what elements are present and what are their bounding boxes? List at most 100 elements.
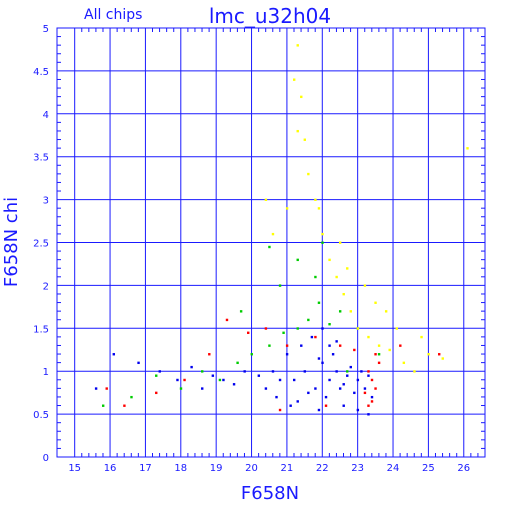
data-point <box>292 378 296 382</box>
data-point <box>395 327 398 330</box>
data-point <box>243 370 246 373</box>
data-point <box>101 404 105 407</box>
data-point <box>374 387 377 390</box>
data-point <box>292 78 296 81</box>
data-point <box>264 198 268 201</box>
x-tick-label: 17 <box>139 463 152 474</box>
data-point <box>321 241 324 244</box>
data-point <box>296 129 299 133</box>
data-point <box>324 395 328 399</box>
data-point <box>303 370 307 373</box>
data-point <box>338 241 342 244</box>
data-point <box>314 335 317 339</box>
data-point <box>250 353 253 356</box>
data-point <box>296 400 299 403</box>
x-tick-labels: 15 16 17 18 19 20 21 22 23 24 25 26 <box>68 463 470 474</box>
data-point <box>321 361 324 365</box>
data-point <box>377 361 381 365</box>
data-point <box>317 408 321 412</box>
data-point <box>321 232 324 236</box>
x-tick-label: 25 <box>422 463 435 474</box>
data-point <box>363 284 367 287</box>
y-tick-labels: 0 0.5 1 1.5 2 2.5 3 3.5 4 4.5 5 <box>33 24 49 464</box>
data-point <box>296 258 299 262</box>
data-point <box>338 387 342 390</box>
data-point <box>179 387 183 390</box>
data-point <box>303 138 307 141</box>
x-tick-label: 24 <box>387 463 400 474</box>
chart-subtitle: All chips <box>84 7 142 23</box>
data-point <box>356 327 360 330</box>
data-point <box>211 374 215 377</box>
data-point <box>367 404 370 407</box>
data-point <box>367 413 370 416</box>
data-point <box>363 391 367 395</box>
data-point <box>314 275 317 279</box>
data-point <box>222 378 225 382</box>
data-point <box>289 404 292 407</box>
data-point <box>342 404 345 407</box>
data-point <box>271 370 275 373</box>
data-point <box>271 232 275 236</box>
data-point <box>208 353 211 356</box>
chart-title: lmc_u32h04 <box>209 4 331 28</box>
x-tick-label: 16 <box>104 463 117 474</box>
data-point <box>201 370 204 373</box>
data-point <box>335 275 338 279</box>
data-point <box>137 361 140 365</box>
data-point <box>353 348 356 352</box>
data-point <box>328 258 331 262</box>
data-point <box>264 387 268 390</box>
y-tick-label: 4.5 <box>33 67 49 78</box>
data-point <box>296 44 299 47</box>
data-point <box>349 310 352 313</box>
data-point <box>335 340 338 343</box>
data-point <box>282 331 285 334</box>
plot-frame <box>56 27 486 458</box>
y-tick-label: 3 <box>43 196 49 207</box>
data-point <box>335 370 338 373</box>
data-point <box>232 383 236 386</box>
data-point <box>331 353 335 356</box>
data-point <box>278 378 282 382</box>
y-tick-label: 0 <box>43 453 49 464</box>
x-tick-label: 21 <box>281 463 294 474</box>
data-point <box>370 400 374 403</box>
data-point <box>105 387 108 390</box>
data-point <box>264 327 268 330</box>
data-point <box>342 292 345 296</box>
data-point <box>374 353 377 356</box>
data-point <box>438 353 441 356</box>
data-point <box>466 147 469 150</box>
data-point <box>278 284 282 287</box>
x-tick-label: 23 <box>351 463 364 474</box>
x-axis-label: F658N <box>241 483 299 504</box>
data-point <box>353 391 356 395</box>
y-tick-label: 2 <box>43 281 49 292</box>
data-point <box>399 344 402 347</box>
x-tick-label: 20 <box>245 463 258 474</box>
data-point <box>328 378 331 382</box>
data-point <box>374 301 377 304</box>
data-point <box>310 335 314 339</box>
y-axis-label: F658N chi <box>1 197 22 287</box>
data-point <box>190 365 193 369</box>
data-point <box>239 310 243 313</box>
data-point <box>285 353 289 356</box>
y-tick-label: 1.5 <box>33 324 49 335</box>
data-point <box>324 404 328 407</box>
x-tick-label: 18 <box>174 463 187 474</box>
data-point <box>413 370 416 373</box>
data-point <box>402 361 406 365</box>
data-point <box>296 327 299 330</box>
data-point <box>307 172 310 176</box>
data-point <box>328 323 331 326</box>
data-point <box>155 374 158 377</box>
data-point <box>328 344 331 347</box>
data-point <box>360 370 363 373</box>
data-point <box>268 344 271 347</box>
data-point <box>94 387 98 390</box>
y-tick-label: 0.5 <box>33 410 49 421</box>
data-point <box>356 408 360 412</box>
data-point <box>268 245 271 249</box>
